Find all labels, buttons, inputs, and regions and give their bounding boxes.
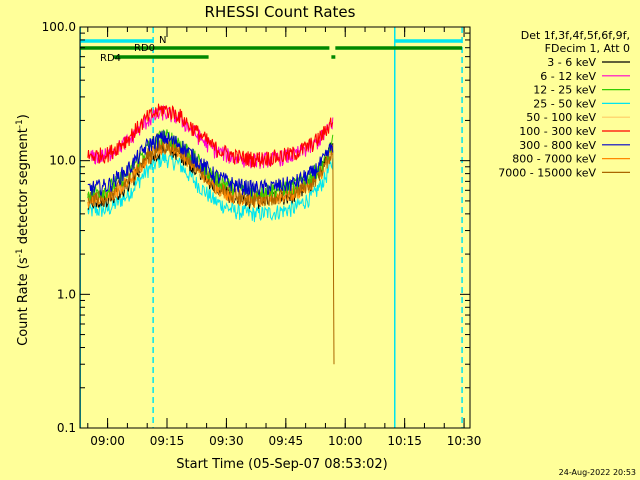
status-bar-label: N	[159, 35, 166, 46]
y-tick-label: 1.0	[57, 287, 76, 301]
y-axis-label-part: )	[16, 114, 31, 119]
legend-header-line2: FDecim 1, Att 0	[545, 42, 630, 55]
status-bar-label: RD4	[100, 53, 121, 64]
legend-entry-label: 800 - 7000 keV	[512, 153, 596, 166]
series-line	[87, 103, 334, 169]
legend-entry-label: 50 - 100 keV	[526, 111, 596, 124]
x-tick-label: 10:15	[387, 434, 422, 448]
status-bar-label: RD0	[134, 43, 155, 54]
legend-entry-label: 12 - 25 keV	[533, 84, 596, 97]
legend-entry-label: 3 - 6 keV	[547, 56, 596, 69]
plot-frame	[79, 26, 471, 429]
y-axis-label-part: detector segment	[16, 128, 31, 248]
x-tick-label: 10:00	[328, 434, 363, 448]
series-line	[87, 130, 334, 197]
legend-entry-label: 7000 - 15000 keV	[498, 166, 596, 179]
series-line	[87, 139, 335, 365]
legend-entry-label: 300 - 800 keV	[519, 139, 596, 152]
y-axis-label-sup: -1	[15, 248, 25, 257]
chart-title: RHESSI Count Rates	[205, 3, 356, 21]
y-axis-label-sup: -1	[15, 119, 25, 128]
x-tick-label: 09:30	[209, 434, 244, 448]
legend-entry-label: 25 - 50 keV	[533, 97, 596, 110]
x-axis-label: Start Time (05-Sep-07 08:53:02)	[176, 457, 387, 472]
x-tick-label: 09:15	[150, 434, 185, 448]
legend-entry-label: 100 - 300 keV	[519, 125, 596, 138]
y-tick-label: 0.1	[57, 421, 76, 435]
x-tick-label: 09:00	[90, 434, 125, 448]
y-tick-label: 100.0	[42, 20, 76, 34]
x-tick-label: 09:45	[269, 434, 304, 448]
y-tick-label: 10.0	[49, 154, 76, 168]
plot-area: N RD0 RD4 0.1 1.0 10.0 100.0 09:00 09:15 09:30 09:…	[42, 20, 482, 448]
legend-entry-label: 6 - 12 keV	[540, 70, 596, 83]
footer-date: 24-Aug-2022 20:53	[559, 468, 636, 477]
legend-header-line1: Det 1f,3f,4f,5f,6f,9f,	[521, 29, 630, 42]
y-axis-label-part: Count Rate (s	[16, 257, 31, 346]
x-tick-label: 10:30	[447, 434, 482, 448]
y-axis-label: Count Rate (s-1 detector segment-1)	[15, 114, 31, 346]
